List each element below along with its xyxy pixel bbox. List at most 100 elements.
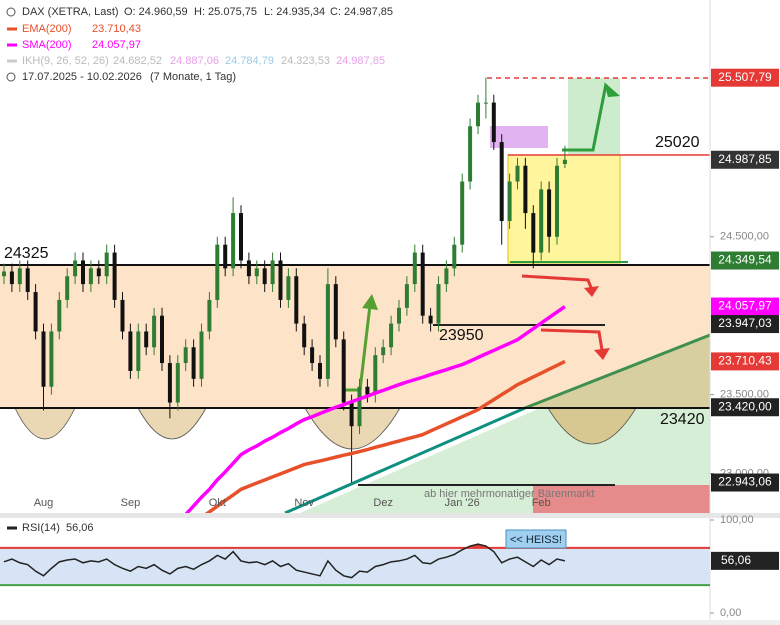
candle-body — [215, 244, 220, 300]
annotation: << HEISS! — [510, 534, 562, 546]
indicator-line — [204, 359, 566, 513]
annotation: 24325 — [4, 245, 49, 262]
arc — [137, 407, 207, 440]
legend-value: 23.710,43 — [92, 23, 141, 35]
candle-body — [523, 165, 528, 214]
ohlc: L: 24.935,34 — [264, 6, 325, 18]
price-badge-label: 24.987,85 — [718, 152, 772, 166]
candle-body — [175, 363, 180, 403]
candle-body — [476, 102, 480, 127]
candle-body — [96, 268, 101, 277]
price-badge-label: 23.420,00 — [718, 399, 772, 413]
candle-body — [365, 386, 370, 395]
y-tick-label: 100,00 — [720, 514, 754, 526]
y-tick-label: 0,00 — [720, 607, 741, 619]
price-badge — [711, 297, 779, 316]
legend-value: 24.887,06 — [170, 55, 219, 67]
candle-body — [81, 260, 85, 285]
arrow — [540, 328, 604, 351]
candle-body — [349, 402, 354, 427]
candle-body — [88, 268, 93, 285]
candle-body — [239, 213, 243, 261]
legend-value: 24.784,79 — [225, 55, 274, 67]
candle-body — [152, 315, 157, 348]
candle-body — [286, 276, 291, 300]
price-badge-label: 23.710,43 — [718, 354, 772, 368]
candle-body — [373, 355, 378, 395]
annotation: 23420 — [660, 411, 705, 428]
arc — [304, 407, 401, 450]
annotation: 25020 — [655, 134, 700, 151]
candle-body — [254, 268, 259, 277]
price-badge-label: 22.943,06 — [718, 475, 772, 489]
candle-body — [562, 159, 567, 165]
arrowhead — [584, 286, 599, 297]
arrow — [521, 274, 594, 291]
candle-body — [507, 181, 512, 221]
price-badge-label: 23.947,03 — [718, 316, 772, 330]
candle-body — [144, 331, 149, 348]
price-badge-label: 56,06 — [721, 553, 751, 567]
candle-body — [136, 331, 141, 371]
legend-label: EMA(200) — [22, 23, 72, 35]
price-badge-label: 24.349,54 — [718, 253, 772, 267]
candle-body — [2, 271, 6, 277]
candle-body — [65, 276, 70, 300]
arrowhead — [362, 294, 378, 310]
candle-body — [420, 252, 425, 316]
candle-body — [120, 299, 125, 332]
candle-body — [499, 142, 504, 221]
candle-body — [483, 102, 488, 104]
candle-body — [460, 181, 465, 245]
bottom-bar — [0, 620, 780, 625]
indicator-line — [184, 305, 566, 513]
candle-body — [231, 213, 236, 269]
icon — [6, 7, 16, 17]
price-badge — [711, 315, 779, 334]
candle-body — [531, 213, 536, 253]
candle-body — [318, 363, 322, 379]
price-badge — [711, 473, 779, 492]
price-badge-label: 24.057,97 — [718, 299, 772, 313]
period-note: (7 Monate, 1 Tag) — [150, 71, 236, 83]
arrowhead — [604, 82, 620, 97]
candle-body — [444, 268, 449, 285]
candle-body — [191, 347, 196, 379]
x-tick-label: Nov — [294, 497, 314, 509]
legend-value: 24.682,52 — [113, 55, 162, 67]
separator — [0, 513, 780, 518]
price-badge — [711, 68, 779, 87]
candle-body — [412, 252, 417, 285]
candle-body — [452, 244, 457, 269]
trend-line — [284, 406, 526, 515]
candle-body — [325, 284, 330, 379]
candle-body — [73, 260, 78, 277]
rsi-band — [0, 547, 710, 586]
icon — [6, 72, 16, 82]
x-tick-label: Dez — [373, 497, 393, 509]
ohlc: H: 25.075,75 — [194, 6, 257, 18]
legend-label: RSI(14) — [22, 522, 60, 534]
legend-value: 24.987,85 — [336, 55, 385, 67]
x-tick-label: Jan '26 — [445, 497, 480, 509]
candle-body — [389, 323, 394, 348]
y-tick-label: 23.500,00 — [720, 389, 769, 401]
candle-body — [547, 189, 552, 237]
candle-body — [160, 315, 164, 364]
price-badge — [711, 398, 779, 417]
candle-body — [428, 315, 433, 324]
legend-label: SMA(200) — [22, 39, 72, 51]
candle-body — [112, 252, 117, 300]
annotation: 23950 — [439, 327, 484, 344]
candle-body — [397, 307, 401, 324]
candle-body — [199, 331, 204, 379]
price-badge — [711, 551, 779, 570]
x-tick-label: Aug — [34, 497, 54, 509]
candle-body — [555, 165, 559, 237]
candle-body — [278, 260, 283, 300]
x-tick-label: Okt — [209, 497, 226, 509]
legend-value: 24.323,53 — [281, 55, 330, 67]
candle-body — [539, 189, 544, 253]
